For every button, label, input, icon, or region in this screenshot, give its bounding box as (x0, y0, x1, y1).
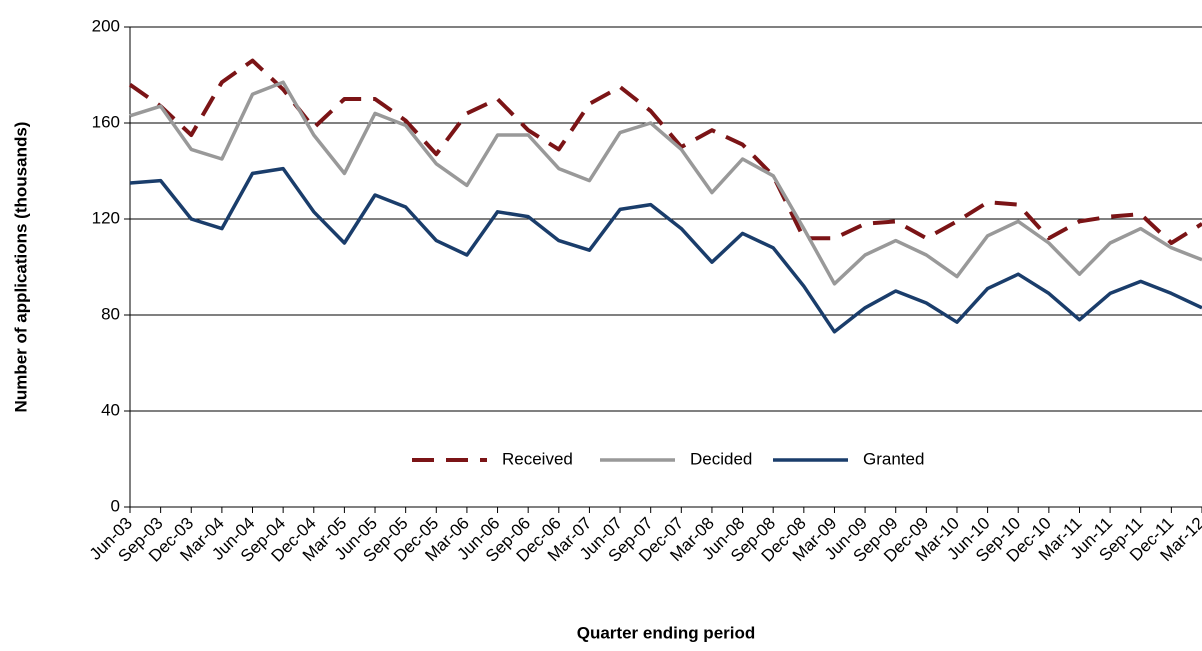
series-line (129, 166, 1202, 334)
legend-label: Received (502, 449, 573, 468)
y-tick-label: 80 (101, 304, 120, 323)
legend-label: Granted (863, 449, 924, 468)
legend-label: Decided (690, 449, 752, 468)
y-axis-title: Number of applications (thousands) (11, 122, 30, 413)
y-tick-label: 0 (111, 496, 120, 515)
y-tick-label: 200 (92, 16, 120, 35)
y-tick-label: 160 (92, 112, 120, 131)
y-tick-label: 120 (92, 208, 120, 227)
x-axis-title: Quarter ending period (577, 623, 756, 642)
y-tick-label: 40 (101, 400, 120, 419)
series-line (129, 80, 1202, 286)
